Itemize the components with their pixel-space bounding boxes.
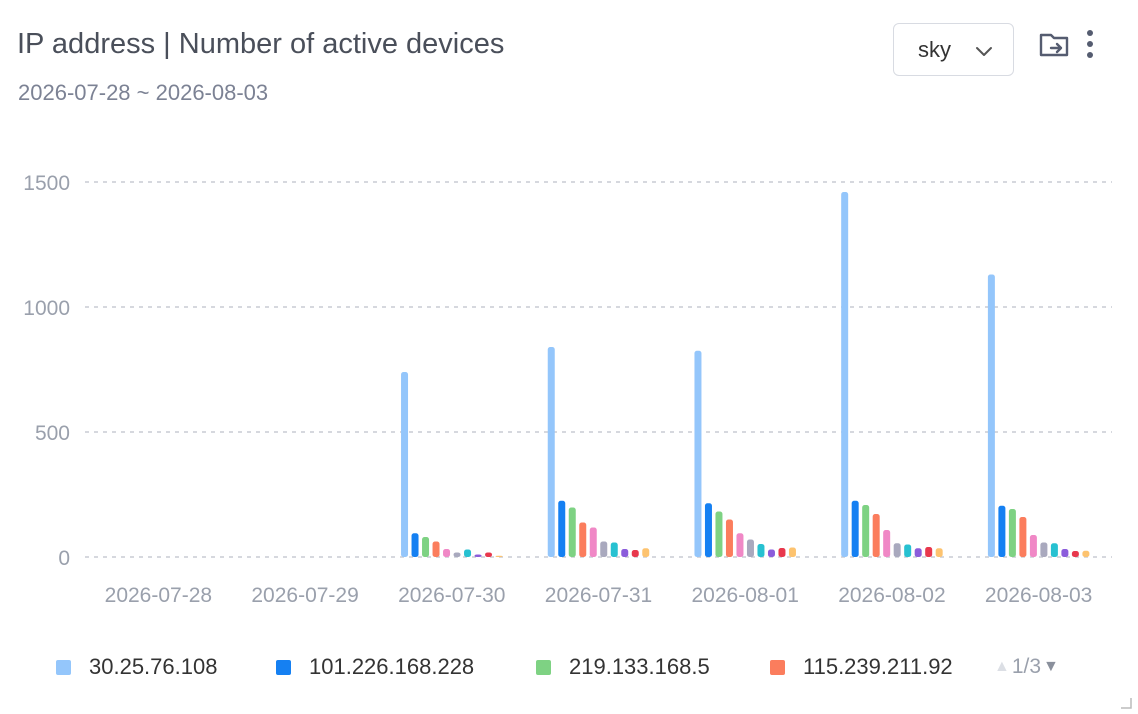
bar[interactable] — [736, 533, 744, 557]
bar[interactable] — [725, 519, 733, 558]
pager-text: 1/3 — [1011, 655, 1042, 678]
x-tick-label: 2026-08-02 — [838, 584, 945, 607]
series-selector-dropdown[interactable]: sky — [893, 23, 1014, 76]
bar[interactable] — [1029, 535, 1037, 557]
bar[interactable] — [1008, 509, 1016, 557]
legend-pager: ▲ 1/3 ▼ — [994, 645, 1059, 689]
bar[interactable] — [1050, 543, 1058, 557]
bar[interactable] — [558, 500, 566, 557]
bar[interactable] — [464, 549, 472, 558]
x-tick-label: 2026-07-30 — [398, 584, 505, 607]
legend-item-3[interactable]: 219.133.168.5 — [536, 645, 710, 689]
bar[interactable] — [631, 550, 639, 557]
selector-value: sky — [918, 36, 951, 62]
bar[interactable] — [987, 274, 995, 558]
y-tick-label: 500 — [35, 422, 70, 445]
legend-label: 115.239.211.92 — [803, 654, 953, 679]
legend-swatch — [276, 659, 291, 675]
bar[interactable] — [904, 544, 912, 558]
bar[interactable] — [579, 522, 587, 558]
bar[interactable] — [925, 547, 933, 557]
bar[interactable] — [1019, 517, 1027, 557]
legend-swatch — [56, 659, 71, 675]
bar[interactable] — [642, 548, 650, 557]
bar[interactable] — [1071, 551, 1079, 557]
more-vertical-icon[interactable] — [1080, 28, 1100, 62]
chart-title: IP address | Number of active devices — [17, 28, 505, 60]
bar[interactable] — [443, 549, 451, 557]
bar[interactable] — [600, 541, 608, 558]
bar[interactable] — [401, 372, 409, 557]
bar[interactable] — [589, 527, 597, 558]
bar[interactable] — [757, 544, 765, 557]
y-tick-label: 0 — [58, 547, 70, 570]
bar[interactable] — [778, 548, 786, 557]
date-range: 2026-07-28 ~ 2026-08-03 — [18, 80, 269, 105]
bar[interactable] — [935, 548, 943, 557]
bar[interactable] — [411, 533, 419, 557]
folder-export-icon[interactable] — [1038, 28, 1072, 62]
bar[interactable] — [694, 350, 702, 557]
x-axis-ticks: 2026-07-28 2026-07-29 2026-07-30 2026-07-31… — [105, 584, 1093, 607]
y-axis-ticks: 0 500 1000 1500 — [23, 172, 70, 570]
x-tick-label: 2026-07-28 — [105, 584, 212, 607]
bar[interactable] — [453, 552, 461, 558]
chevron-down-icon — [976, 47, 992, 56]
resize-handle-icon[interactable] — [1120, 697, 1132, 709]
bar[interactable] — [485, 552, 493, 558]
x-tick-label: 2026-08-03 — [985, 584, 1092, 607]
legend-label: 219.133.168.5 — [569, 654, 710, 679]
x-tick-label: 2026-07-31 — [545, 584, 652, 607]
legend-item-1[interactable]: 30.25.76.108 — [56, 645, 217, 689]
bar[interactable] — [851, 500, 859, 557]
legend-label: 101.226.168.228 — [309, 654, 475, 679]
pager-down-icon[interactable]: ▼ — [1043, 658, 1059, 675]
bar[interactable] — [568, 507, 576, 558]
bars — [401, 192, 1090, 558]
bar[interactable] — [883, 530, 891, 557]
bar[interactable] — [862, 505, 870, 557]
pager-up-icon[interactable]: ▲ — [994, 658, 1010, 675]
bar[interactable] — [1040, 542, 1048, 558]
bar[interactable] — [1061, 549, 1069, 557]
bar[interactable] — [610, 542, 618, 558]
y-tick-label: 1000 — [23, 297, 70, 320]
bar[interactable] — [998, 505, 1006, 557]
bar[interactable] — [746, 539, 754, 558]
bar[interactable] — [432, 541, 440, 558]
x-tick-label: 2026-07-29 — [251, 584, 358, 607]
bar[interactable] — [474, 554, 482, 558]
bar[interactable] — [893, 543, 901, 557]
y-tick-label: 1500 — [23, 172, 70, 195]
legend-item-2[interactable]: 101.226.168.228 — [276, 645, 474, 689]
legend-label: 30.25.76.108 — [89, 654, 218, 679]
legend-swatch — [770, 659, 785, 675]
bar[interactable] — [841, 192, 849, 557]
bar[interactable] — [547, 347, 555, 557]
bar[interactable] — [788, 547, 796, 558]
legend-swatch — [536, 659, 551, 675]
bar[interactable] — [621, 549, 629, 557]
grid-lines — [85, 181, 1112, 558]
bar[interactable] — [495, 555, 503, 557]
bar[interactable] — [1082, 550, 1090, 557]
bar[interactable] — [767, 549, 775, 558]
x-tick-label: 2026-08-01 — [692, 584, 799, 607]
bar[interactable] — [715, 511, 723, 558]
legend-item-4[interactable]: 115.239.211.92 — [770, 645, 953, 689]
bar[interactable] — [422, 537, 430, 557]
legend: 30.25.76.108 101.226.168.228 219.133.168… — [0, 645, 1138, 689]
bar[interactable] — [872, 514, 880, 557]
bar[interactable] — [914, 548, 922, 557]
bar[interactable] — [704, 503, 712, 557]
